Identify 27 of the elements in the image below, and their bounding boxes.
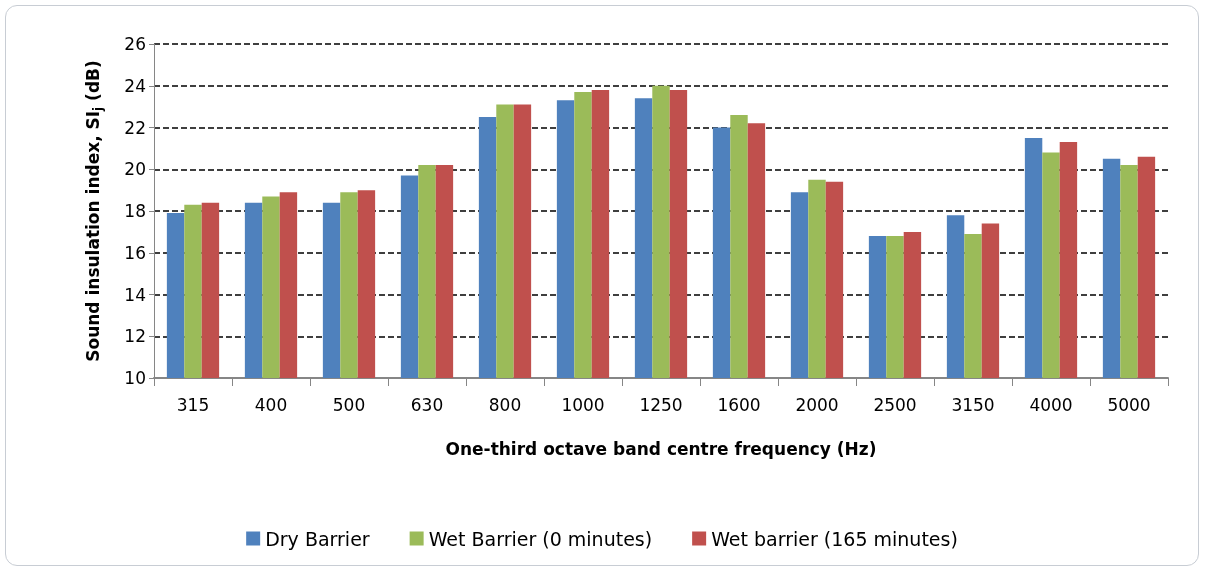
y-tick-label: 24: [124, 75, 146, 96]
x-tick-label: 630: [410, 394, 444, 415]
x-tick-label: 3150: [951, 394, 995, 415]
x-tick-label: 400: [254, 394, 288, 415]
y-tick-label: 20: [124, 159, 146, 180]
legend-label: Dry Barrier: [265, 527, 370, 550]
x-tick-label: 315: [176, 394, 210, 415]
y-tick-label: 26: [124, 34, 146, 54]
y-tick-label: 16: [124, 242, 146, 263]
x-tick-label: 2000: [795, 394, 839, 415]
y-tick-label: 22: [124, 117, 146, 138]
legend-label: Wet barrier (165 minutes): [711, 527, 958, 550]
x-tick-label: 2500: [873, 394, 917, 415]
x-axis-title: One-third octave band centre frequency (Hz): [445, 438, 877, 459]
x-tick-label: 800: [488, 394, 522, 415]
x-tick-label: 4000: [1029, 394, 1073, 415]
y-tick-label: 10: [124, 368, 146, 388]
y-tick-label: 14: [124, 284, 146, 305]
y-axis-title: Sound insulation index, SIj (dB): [83, 60, 105, 362]
x-tick-label: 1000: [561, 394, 605, 415]
x-tick-label: 1250: [639, 394, 683, 415]
y-tick-label: 18: [124, 201, 146, 221]
legend-label: Wet Barrier (0 minutes): [428, 527, 653, 550]
x-tick-label: 500: [332, 394, 366, 415]
x-tick-label: 1600: [717, 394, 761, 415]
y-tick-label: 12: [124, 326, 146, 347]
x-tick-label: 5000: [1107, 394, 1151, 415]
